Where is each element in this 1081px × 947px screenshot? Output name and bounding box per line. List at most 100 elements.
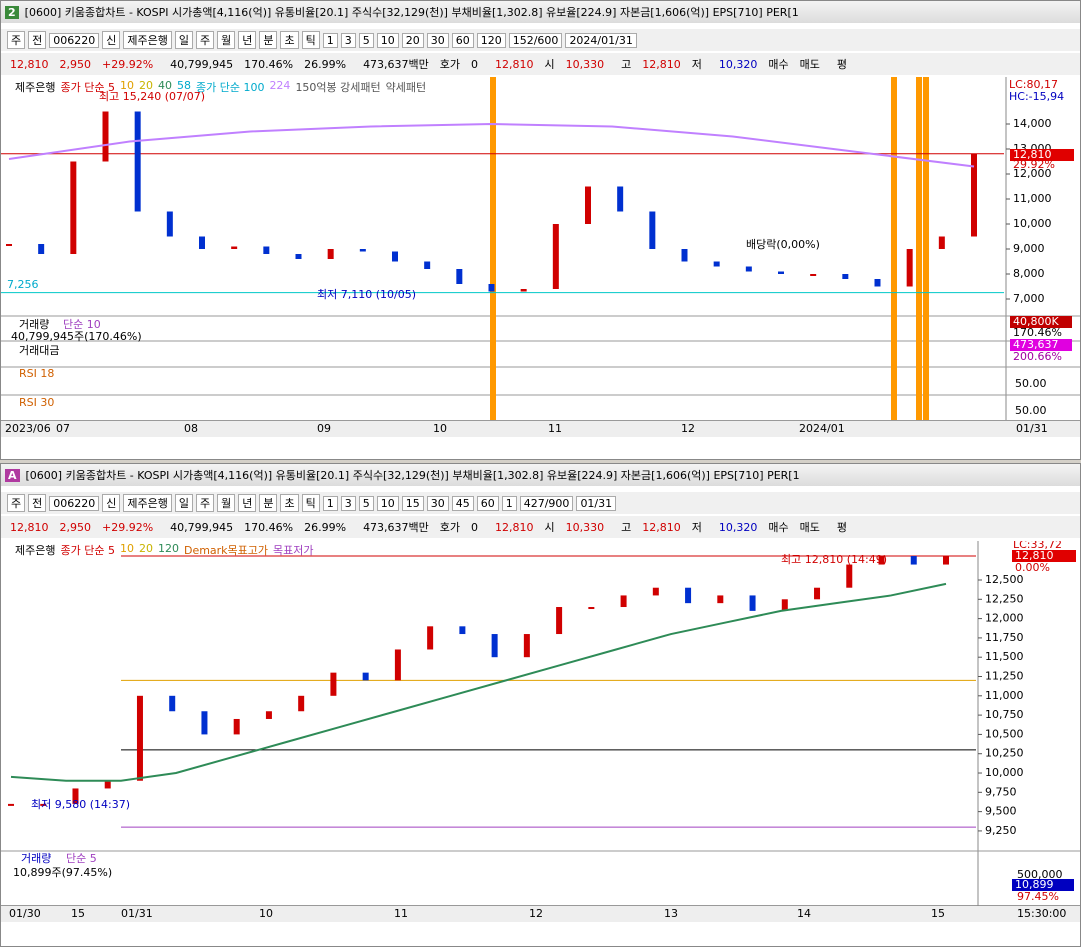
toolbar-button[interactable]: 제주은행 <box>123 494 172 512</box>
candle <box>585 186 591 224</box>
candle <box>488 284 495 292</box>
value-tag <box>1010 339 1072 351</box>
legend-entry: 224 <box>269 79 291 92</box>
toolbar-button[interactable]: 년 <box>238 494 257 512</box>
info-item: 고 <box>621 521 632 534</box>
toolbar-button[interactable]: 분 <box>259 31 278 49</box>
info-item: 매도 <box>799 58 820 71</box>
signal-stripe <box>490 77 496 420</box>
info-item: 0 <box>471 57 479 71</box>
toolbar-button[interactable]: 15 <box>401 495 424 511</box>
toolbar-button[interactable]: 1 <box>322 32 338 48</box>
toolbar-button[interactable]: 전 <box>28 31 47 49</box>
candle <box>169 695 176 712</box>
toolbar-button[interactable]: 신 <box>102 31 121 49</box>
panel-value: 500,000 <box>1017 868 1063 881</box>
toolbar-button[interactable]: 일 <box>174 494 193 512</box>
candle <box>713 261 720 267</box>
y-tick-label: 11,500 <box>985 650 1024 663</box>
toolbar-button[interactable]: 월 <box>217 494 236 512</box>
toolbar-button[interactable]: 년 <box>238 31 257 49</box>
toolbar-button[interactable]: 01/31 <box>576 495 617 511</box>
candle <box>781 599 788 611</box>
toolbar-button[interactable]: 427/900 <box>519 495 574 511</box>
toolbar-button[interactable]: 006220 <box>49 495 100 511</box>
toolbar-button[interactable]: 10 <box>376 32 399 48</box>
toolbar-button[interactable]: 제주은행 <box>123 31 172 49</box>
toolbar-button[interactable]: 전 <box>28 494 47 512</box>
toolbar-button[interactable]: 일 <box>174 31 193 49</box>
info-item: 40,799,945 <box>170 520 234 534</box>
badge: 2 <box>5 5 19 19</box>
toolbar-button[interactable]: 주 <box>7 494 26 512</box>
toolbar-button[interactable]: 5 <box>358 32 374 48</box>
date-label: 09 <box>317 422 331 435</box>
toolbar-button[interactable]: 틱 <box>301 494 320 512</box>
window-title: [0600] 키움종합차트 - KOSPI 시가총액[4,116(억)] 유통비… <box>24 6 799 19</box>
panel-label: 거래량 <box>21 852 51 865</box>
toolbar-button[interactable]: 5 <box>358 495 374 511</box>
info-item: 고 <box>621 58 632 71</box>
candle <box>394 649 401 681</box>
toolbar-button[interactable]: 신 <box>102 494 121 512</box>
y-tick-label: 9,500 <box>985 805 1017 818</box>
candle <box>778 271 784 274</box>
candle <box>491 634 498 658</box>
y-tick-label: 7,000 <box>1013 292 1045 305</box>
toolbar-button[interactable]: 분 <box>259 494 278 512</box>
toolbar-button[interactable]: 60 <box>451 32 474 48</box>
candle <box>520 289 527 292</box>
candle <box>523 634 530 658</box>
toolbar-button[interactable]: 60 <box>476 495 499 511</box>
candle <box>263 246 270 254</box>
toolbar-button[interactable]: 1 <box>501 495 517 511</box>
panel-label: 단순 10 <box>63 318 101 331</box>
y-tick-label: 12,250 <box>985 592 1024 605</box>
legend: 제주은행 종가 단순 5 10 20 120 Demark목표고가 목표저가 <box>15 542 314 558</box>
toolbar-button[interactable]: 30 <box>426 495 449 511</box>
axis-label: LC:33,72 <box>1013 541 1062 551</box>
annotation: 최저 9,580 (14:37) <box>31 798 130 811</box>
toolbar-button[interactable]: 152/600 <box>508 32 563 48</box>
info-item: 12,810 <box>495 520 534 534</box>
date-label: 12 <box>529 907 543 920</box>
toolbar-button[interactable]: 2024/01/31 <box>565 32 637 48</box>
toolbar-button[interactable]: 006220 <box>49 32 100 48</box>
toolbar-button[interactable]: 초 <box>280 494 299 512</box>
info-item: 170.46% <box>244 520 294 534</box>
toolbar-button[interactable]: 주 <box>195 494 215 512</box>
candle <box>552 224 559 289</box>
signal-stripe <box>923 77 929 420</box>
toolbar-button[interactable]: 3 <box>340 495 356 511</box>
value-tag <box>1012 879 1074 891</box>
toolbar-button[interactable]: 월 <box>217 31 236 49</box>
toolbar-button[interactable]: 10 <box>376 495 399 511</box>
candle <box>620 595 627 608</box>
toolbar-button[interactable]: 3 <box>340 32 356 48</box>
info-item: 저 <box>691 521 702 534</box>
toolbar-button[interactable]: 20 <box>401 32 424 48</box>
candle <box>38 244 45 254</box>
date-label: 01/31 <box>121 907 153 920</box>
toolbar-button[interactable]: 30 <box>426 32 449 48</box>
toolbar-button[interactable]: 초 <box>280 31 299 49</box>
toolbar-button[interactable]: 1 <box>322 495 338 511</box>
y-tick-label: 9,000 <box>1013 242 1045 255</box>
toolbar-button[interactable]: 틱 <box>301 31 320 49</box>
candle <box>906 249 913 287</box>
badge: A <box>5 468 20 482</box>
date-label: 2023/06 <box>5 422 51 435</box>
axis-label: LC:80,17 <box>1009 78 1058 91</box>
info-item: 평 <box>836 521 848 534</box>
toolbar-button[interactable]: 주 <box>195 31 215 49</box>
panel-value: 473,637 <box>1013 338 1059 351</box>
legend-entry: 약세패턴 <box>385 81 427 94</box>
candle <box>392 251 398 262</box>
y-tick-label: 11,000 <box>1013 192 1052 205</box>
panel-label: RSI 18 <box>19 367 54 380</box>
legend-entry: 종가 단순 5 <box>60 81 115 94</box>
toolbar-button[interactable]: 120 <box>476 32 506 48</box>
toolbar-button[interactable]: 주 <box>7 31 26 49</box>
toolbar-button[interactable]: 45 <box>451 495 474 511</box>
info-item: 10,330 <box>565 57 605 71</box>
